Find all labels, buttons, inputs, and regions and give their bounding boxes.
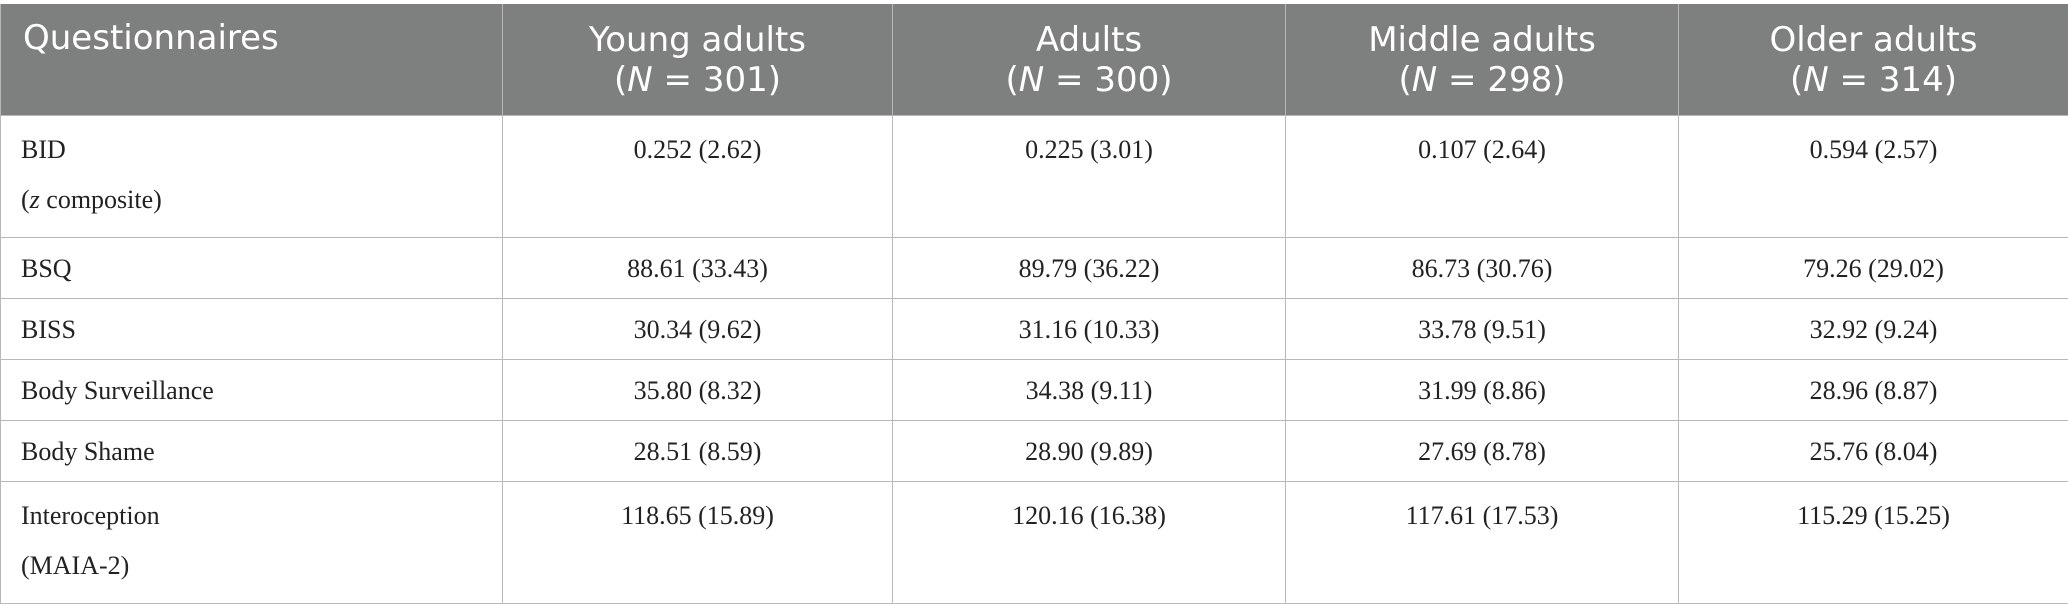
- n-prefix: (: [1399, 60, 1412, 100]
- header-older-adults: Older adults (N = 314): [1679, 4, 2068, 116]
- cell-middle-adults: 86.73 (30.76): [1286, 238, 1679, 299]
- cell-young-adults: 35.80 (8.32): [503, 360, 893, 421]
- cell-adults: 28.90 (9.89): [893, 421, 1286, 482]
- header-middle-adults: Middle adults (N = 298): [1286, 4, 1679, 116]
- cell-middle-adults: 27.69 (8.78): [1286, 421, 1679, 482]
- sublabel-rest: composite): [40, 185, 162, 214]
- cell-older-adults: 79.26 (29.02): [1679, 238, 2068, 299]
- cell-older-adults: 25.76 (8.04): [1679, 421, 2068, 482]
- table-row-biss: BISS 30.34 (9.62) 31.16 (10.33) 33.78 (9…: [1, 299, 2068, 360]
- cell-older-adults: 0.594 (2.57): [1679, 116, 2068, 238]
- row-sublabel: (z composite): [21, 175, 502, 225]
- results-table: Questionnaires Young adults (N = 301) Ad…: [0, 4, 2068, 604]
- n-value: = 300): [1044, 60, 1172, 100]
- n-prefix: (: [1790, 60, 1803, 100]
- header-adults: Adults (N = 300): [893, 4, 1286, 116]
- cell-young-adults: 28.51 (8.59): [503, 421, 893, 482]
- row-label: BISS: [1, 299, 503, 360]
- row-sublabel: (MAIA-2): [21, 541, 502, 591]
- cell-young-adults: 0.252 (2.62): [503, 116, 893, 238]
- header-young-adults: Young adults (N = 301): [503, 4, 893, 116]
- group-name: Young adults: [589, 20, 806, 60]
- row-label: Interoception: [21, 491, 502, 541]
- table-header: Questionnaires Young adults (N = 301) Ad…: [1, 4, 2068, 116]
- sublabel-prefix: (: [21, 185, 30, 214]
- cell-middle-adults: 0.107 (2.64): [1286, 116, 1679, 238]
- sublabel-italic: z: [30, 185, 40, 214]
- table-row-body-surveillance: Body Surveillance 35.80 (8.32) 34.38 (9.…: [1, 360, 2068, 421]
- cell-young-adults: 88.61 (33.43): [503, 238, 893, 299]
- n-label: N: [627, 60, 652, 100]
- cell-adults: 0.225 (3.01): [893, 116, 1286, 238]
- row-label: Body Surveillance: [1, 360, 503, 421]
- table-row-interoception: Interoception (MAIA-2) 118.65 (15.89) 12…: [1, 482, 2068, 604]
- n-prefix: (: [1006, 60, 1019, 100]
- cell-middle-adults: 33.78 (9.51): [1286, 299, 1679, 360]
- cell-older-adults: 32.92 (9.24): [1679, 299, 2068, 360]
- cell-adults: 34.38 (9.11): [893, 360, 1286, 421]
- cell-older-adults: 115.29 (15.25): [1679, 482, 2068, 604]
- table-body: BID (z composite) 0.252 (2.62) 0.225 (3.…: [1, 116, 2068, 604]
- n-label: N: [1412, 60, 1437, 100]
- group-name: Older adults: [1770, 20, 1978, 60]
- cell-adults: 89.79 (36.22): [893, 238, 1286, 299]
- table-row-bid: BID (z composite) 0.252 (2.62) 0.225 (3.…: [1, 116, 2068, 238]
- cell-adults: 31.16 (10.33): [893, 299, 1286, 360]
- cell-young-adults: 118.65 (15.89): [503, 482, 893, 604]
- row-label: BID: [21, 125, 502, 175]
- cell-young-adults: 30.34 (9.62): [503, 299, 893, 360]
- n-prefix: (: [614, 60, 627, 100]
- n-value: = 298): [1437, 60, 1565, 100]
- table-row-body-shame: Body Shame 28.51 (8.59) 28.90 (9.89) 27.…: [1, 421, 2068, 482]
- n-value: = 301): [653, 60, 781, 100]
- cell-middle-adults: 117.61 (17.53): [1286, 482, 1679, 604]
- n-label: N: [1803, 60, 1828, 100]
- row-label-cell: BID (z composite): [1, 116, 503, 238]
- header-row: Questionnaires Young adults (N = 301) Ad…: [1, 4, 2068, 116]
- row-label: Body Shame: [1, 421, 503, 482]
- group-name: Middle adults: [1368, 20, 1596, 60]
- n-label: N: [1019, 60, 1044, 100]
- n-value: = 314): [1829, 60, 1957, 100]
- row-label-cell: Interoception (MAIA-2): [1, 482, 503, 604]
- cell-adults: 120.16 (16.38): [893, 482, 1286, 604]
- table-row-bsq: BSQ 88.61 (33.43) 89.79 (36.22) 86.73 (3…: [1, 238, 2068, 299]
- cell-middle-adults: 31.99 (8.86): [1286, 360, 1679, 421]
- group-name: Adults: [1036, 20, 1142, 60]
- cell-older-adults: 28.96 (8.87): [1679, 360, 2068, 421]
- row-label: BSQ: [1, 238, 503, 299]
- header-questionnaires: Questionnaires: [1, 4, 503, 116]
